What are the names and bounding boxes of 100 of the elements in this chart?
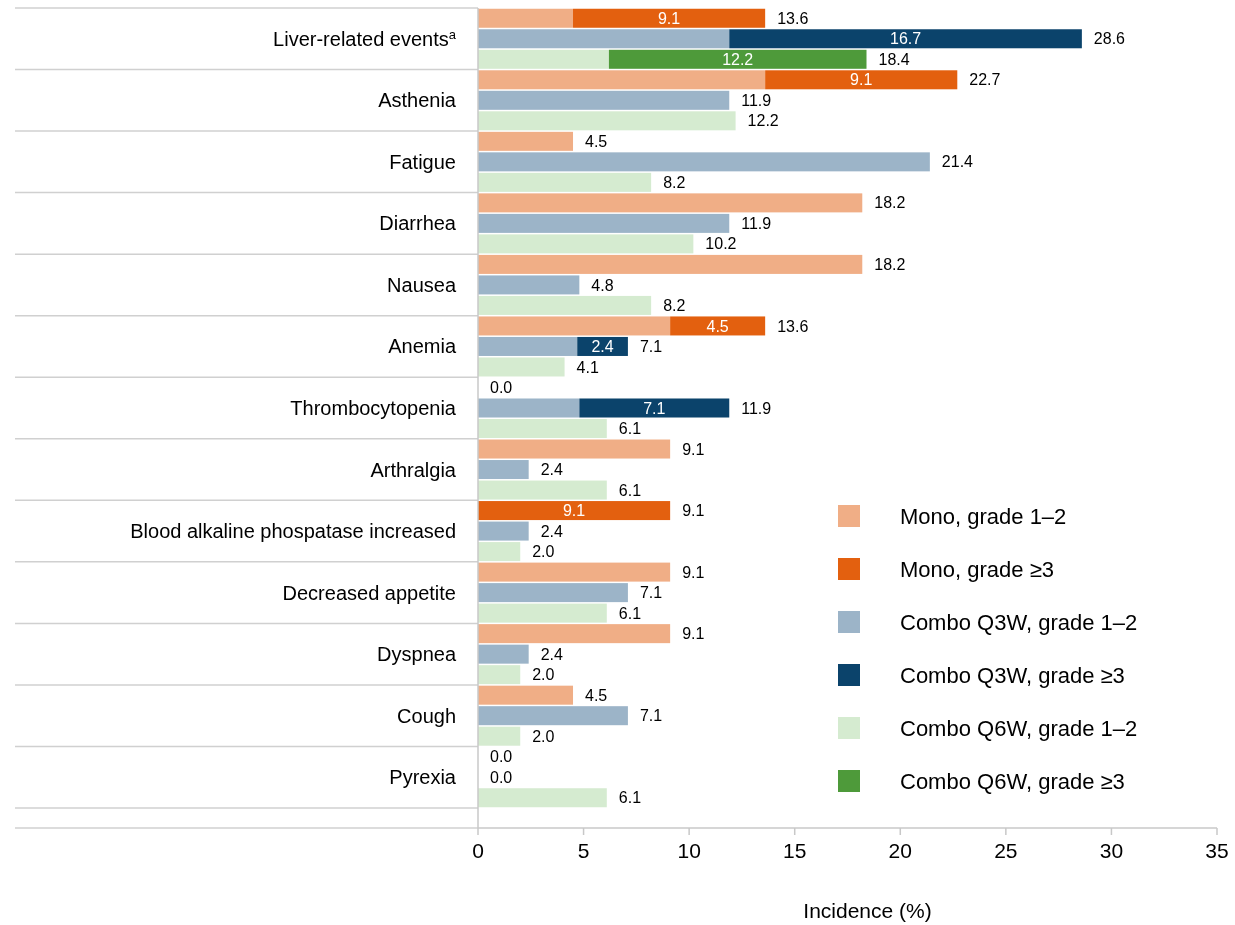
total-label: 11.9: [741, 91, 772, 109]
bar: [478, 111, 736, 131]
y-tick-label: Blood alkaline phospatase increased: [130, 520, 456, 543]
bar: [729, 29, 1082, 49]
bar: [579, 398, 730, 418]
bar: [478, 193, 863, 213]
bar: [670, 316, 766, 336]
total-label: 6.1: [618, 789, 642, 807]
total-label: 2.4: [540, 461, 564, 479]
total-label: 18.2: [874, 194, 906, 212]
total-label: 4.8: [591, 276, 614, 294]
bar: [478, 29, 730, 49]
x-tick-label: 35: [1205, 839, 1229, 862]
bar: [478, 460, 529, 480]
bar: [478, 336, 578, 356]
bar: [478, 131, 574, 151]
x-tick-label: 10: [677, 839, 701, 862]
total-label: 9.1: [682, 563, 705, 581]
bar: [478, 439, 671, 459]
legend-label: Mono, grade 1–2: [900, 503, 1067, 529]
total-label: 6.1: [618, 481, 642, 499]
x-tick-label: 30: [1099, 839, 1124, 862]
bar: [478, 295, 652, 315]
data-label: 12.2: [722, 50, 754, 68]
total-label: 12.2: [747, 112, 779, 130]
bar: [765, 70, 958, 90]
bar: [478, 8, 574, 28]
bar: [478, 275, 580, 295]
bar: [478, 49, 609, 69]
total-label: 9.1: [682, 440, 705, 458]
legend-label: Combo Q3W, grade 1–2: [900, 609, 1138, 635]
total-label: 6.1: [618, 604, 642, 622]
bar: [478, 624, 671, 644]
bar: [478, 70, 766, 90]
total-label: 11.9: [741, 399, 772, 417]
y-tick-label: Pyrexia: [389, 766, 457, 789]
total-label: 7.1: [639, 707, 663, 725]
bar: [478, 562, 671, 582]
bar: [478, 254, 863, 274]
x-tick-label: 0: [472, 839, 484, 862]
bar: [478, 788, 607, 808]
x-tick-label: 25: [994, 839, 1018, 862]
bar: [478, 521, 529, 541]
data-label: 9.1: [562, 502, 586, 520]
total-label: 18.2: [874, 256, 906, 274]
bar: [478, 665, 521, 685]
data-label: 9.1: [657, 9, 681, 27]
total-label: 18.4: [878, 50, 910, 68]
total-label: 28.6: [1093, 30, 1126, 48]
bar: [478, 152, 930, 172]
bar: [478, 419, 607, 439]
x-tick-label: 20: [888, 839, 912, 862]
total-label: 9.1: [682, 502, 705, 520]
y-tick-label: Cough: [397, 704, 456, 727]
total-label: 7.1: [639, 584, 663, 602]
bar: [478, 726, 521, 746]
y-tick-label: Nausea: [387, 273, 457, 296]
bar: [478, 706, 628, 726]
total-label: 2.0: [532, 727, 555, 745]
y-tick-label: Diarrhea: [379, 212, 457, 235]
total-label: 22.7: [969, 71, 1001, 89]
bar: [478, 316, 671, 336]
y-tick-label: Thrombocytopenia: [290, 397, 457, 419]
total-label: 11.9: [741, 214, 772, 232]
bar: [478, 685, 574, 705]
total-label: 8.2: [663, 297, 686, 315]
total-label: 13.6: [777, 317, 809, 335]
bar: [478, 213, 730, 233]
total-label: 6.1: [618, 420, 642, 438]
total-label: 2.4: [540, 522, 564, 540]
total-label: 8.2: [663, 173, 686, 191]
legend-label: Combo Q3W, grade ≥3: [900, 662, 1125, 688]
total-label: 2.0: [532, 666, 555, 684]
total-label: 9.1: [682, 625, 705, 643]
bar: [608, 49, 867, 69]
bar: [478, 90, 730, 110]
bar: [478, 542, 521, 562]
x-axis-title: Incidence (%): [803, 899, 932, 922]
total-label: 2.0: [532, 543, 555, 561]
legend-label: Mono, grade ≥3: [900, 556, 1054, 582]
total-label: 21.4: [941, 153, 974, 171]
bar: [478, 357, 565, 377]
x-tick-label: 5: [577, 839, 590, 862]
bar: [478, 603, 607, 623]
x-tick-label: 15: [783, 839, 807, 862]
total-label: 2.4: [540, 645, 564, 663]
bar: [478, 172, 652, 192]
y-tick-label: Dyspnea: [377, 643, 457, 666]
total-label: 0.0: [490, 748, 513, 766]
data-label: 7.1: [643, 399, 666, 417]
legend-label: Combo Q6W, grade 1–2: [900, 715, 1138, 741]
y-tick-label: Liver-related events$^{a}$: [273, 26, 457, 50]
bar: [478, 644, 529, 664]
bar: [478, 480, 607, 500]
data-label: 9.1: [850, 71, 873, 89]
total-label: 4.5: [585, 686, 608, 704]
total-label: 4.5: [585, 132, 608, 150]
data-label: 2.4: [591, 338, 614, 356]
y-tick-label: Anemia: [388, 335, 457, 358]
data-label: 4.5: [706, 317, 729, 335]
